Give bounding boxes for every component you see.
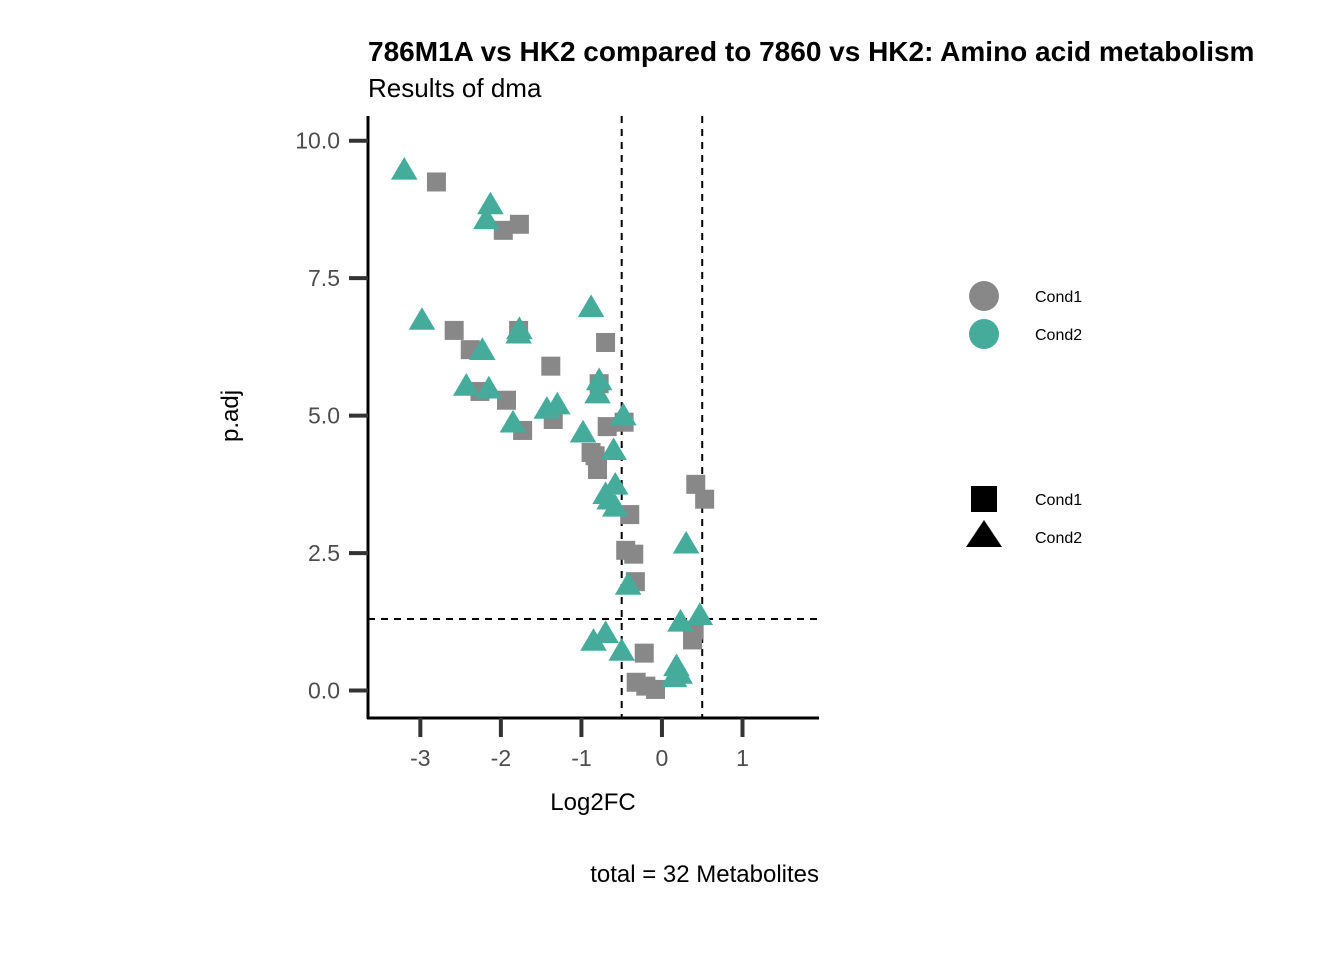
data-point-cond1 — [646, 679, 666, 699]
data-point-cond2 — [667, 608, 694, 632]
data-point-cond1 — [695, 489, 715, 509]
legend-shape: Cond1 Cond2 — [966, 486, 1082, 547]
legend-shape-label: Cond1 — [1035, 492, 1082, 509]
data-point-cond1 — [597, 417, 617, 437]
y-tick-label: 0.0 — [308, 678, 340, 704]
x-tick-label: 0 — [656, 745, 669, 771]
data-point-cond1 — [497, 390, 517, 410]
x-tick-label: -1 — [571, 745, 591, 771]
points-layer — [390, 156, 715, 699]
data-point-cond1 — [541, 356, 561, 376]
data-point-cond2 — [408, 307, 436, 330]
x-tick-label: -2 — [491, 745, 511, 771]
legend-color-key — [969, 281, 999, 311]
data-point-cond1 — [634, 643, 654, 663]
plot-area: 0.0 2.5 5.0 7.5 10.0 -3 -2 -1 0 1 — [295, 116, 819, 771]
legend-color: Cond1 Cond2 — [969, 281, 1082, 349]
data-point-cond1 — [588, 460, 608, 480]
data-point-cond2 — [499, 409, 527, 433]
y-tick-label: 2.5 — [308, 540, 340, 566]
data-point-cond1 — [624, 544, 644, 564]
chart-title: 786M1A vs HK2 compared to 7860 vs HK2: A… — [368, 36, 1254, 67]
data-point-cond2 — [390, 156, 418, 180]
data-point-cond2 — [580, 628, 607, 651]
legend-shape-key — [971, 486, 997, 512]
chart-subtitle: Results of dma — [368, 73, 542, 103]
data-point-cond2 — [672, 530, 700, 554]
legend-shape-key — [966, 520, 1002, 547]
data-point-cond2 — [477, 191, 504, 215]
data-point-cond2 — [569, 419, 597, 443]
chart-caption: total = 32 Metabolites — [590, 861, 819, 888]
data-point-cond2 — [601, 493, 629, 517]
x-tick-label: -3 — [410, 745, 430, 771]
data-point-cond1 — [596, 333, 616, 353]
data-point-cond2 — [600, 437, 627, 461]
data-point-cond2 — [475, 375, 503, 399]
data-point-cond1 — [686, 474, 706, 494]
data-point-cond2 — [592, 620, 619, 644]
data-point-cond1 — [426, 172, 446, 192]
x-axis-label: Log2FC — [550, 789, 635, 816]
legend-shape-label: Cond2 — [1035, 530, 1082, 547]
data-point-cond1 — [493, 220, 513, 240]
y-axis-label: p.adj — [217, 390, 244, 442]
data-point-cond1 — [620, 505, 640, 525]
x-tick-label: 1 — [736, 745, 749, 771]
y-tick-label: 10.0 — [295, 128, 340, 154]
data-point-cond2 — [608, 638, 635, 661]
legend-color-label: Cond1 — [1035, 289, 1082, 306]
data-point-cond2 — [473, 206, 500, 230]
data-point-cond2 — [469, 337, 496, 360]
data-point-cond2 — [584, 380, 611, 404]
data-point-cond2 — [609, 402, 637, 426]
data-point-cond2 — [577, 294, 605, 318]
data-point-cond2 — [686, 602, 714, 625]
data-point-cond1 — [444, 320, 464, 340]
legend-color-key — [969, 319, 999, 349]
y-tick-label: 7.5 — [308, 265, 340, 291]
data-point-cond2 — [585, 367, 613, 391]
data-point-cond2 — [614, 572, 642, 595]
data-point-cond2 — [505, 320, 532, 344]
y-tick-label: 5.0 — [308, 403, 340, 429]
data-point-cond1 — [509, 214, 529, 234]
data-point-cond2 — [543, 391, 571, 415]
data-point-cond2 — [660, 664, 688, 688]
legend-color-label: Cond2 — [1035, 327, 1082, 344]
data-point-cond2 — [452, 373, 480, 396]
